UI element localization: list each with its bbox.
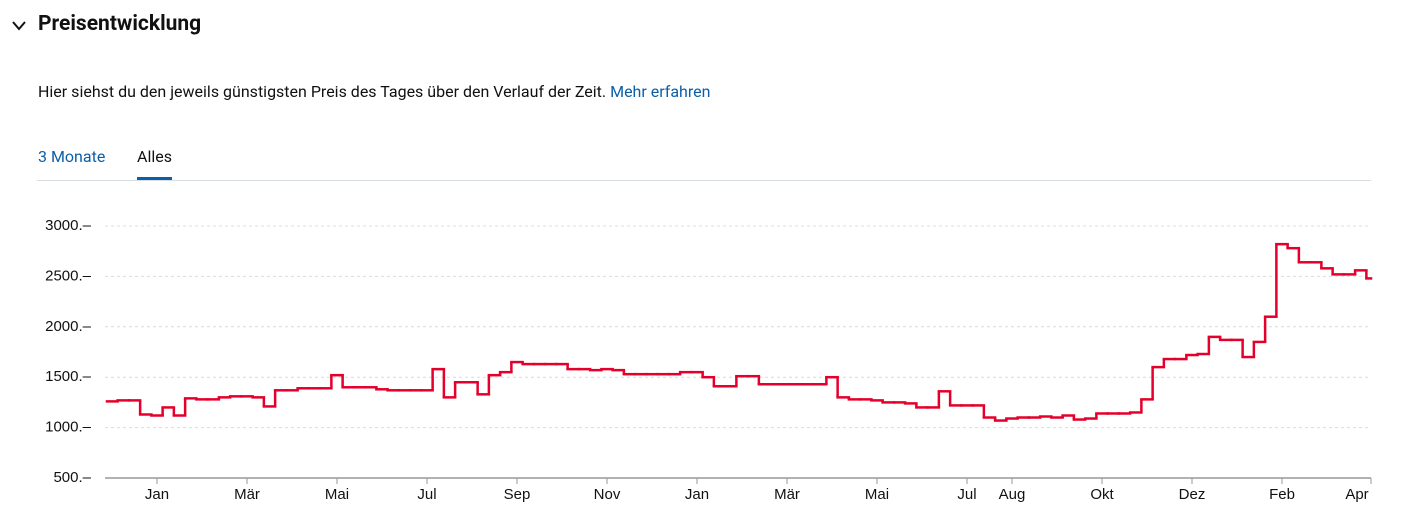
x-tick-label: Mai (325, 486, 349, 503)
description-text: Hier siehst du den jeweils günstigsten P… (38, 82, 607, 101)
description: Hier siehst du den jeweils günstigsten P… (38, 82, 710, 101)
more-link[interactable]: Mehr erfahren (610, 82, 711, 101)
x-tick-label: Jan (145, 486, 169, 503)
x-tick-label: Okt (1090, 486, 1114, 503)
x-tick-label: Aug (999, 486, 1026, 503)
tab[interactable]: 3 Monate (38, 147, 106, 166)
x-tick-label: Nov (594, 486, 621, 503)
x-tick-label: Feb (1269, 486, 1295, 503)
x-tick-label: Mär (234, 486, 260, 503)
section-title[interactable]: Preisentwicklung (38, 12, 202, 36)
y-tick-label: 1000.– (45, 419, 92, 436)
x-tick-label: Jul (417, 486, 436, 503)
y-tick-label: 2500.– (45, 267, 92, 284)
tab-divider (37, 180, 1371, 181)
y-tick-label: 500.– (53, 469, 91, 486)
x-tick-label: Mär (774, 486, 800, 503)
x-tick-label: Jan (685, 486, 709, 503)
y-tick-label: 3000.– (45, 217, 92, 234)
y-tick-label: 1500.– (45, 368, 92, 385)
x-tick-label: Dez (1179, 486, 1206, 503)
active-tab-underline (137, 177, 172, 180)
x-tick-label: Mai (865, 486, 889, 503)
x-tick-label: Sep (504, 486, 531, 503)
tab[interactable]: Alles (137, 147, 172, 166)
x-tick-label: Jul (957, 486, 976, 503)
y-tick-label: 2000.– (45, 318, 92, 335)
collapse-chevron[interactable] (11, 19, 27, 33)
x-tick-label: Apr (1345, 486, 1368, 503)
